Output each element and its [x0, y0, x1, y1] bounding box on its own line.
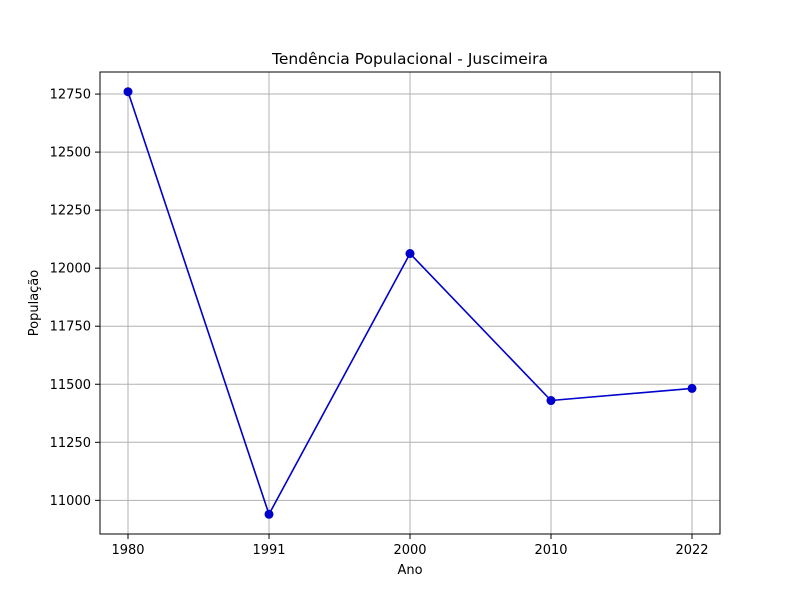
grid	[100, 72, 720, 534]
x-tick-label-2000: 2000	[393, 543, 426, 558]
data-point-2000	[405, 249, 415, 259]
x-tick-label-2022: 2022	[675, 543, 708, 558]
chart-title: Tendência Populacional - Juscimeira	[271, 50, 548, 68]
y-tick-label-11000: 11000	[50, 494, 91, 509]
y-tick-label-11500: 11500	[50, 378, 91, 393]
y-tick-label-12750: 12750	[50, 88, 91, 103]
data-point-1991	[264, 509, 274, 519]
data-point-2010	[546, 396, 556, 406]
y-tick-label-12000: 12000	[50, 262, 91, 277]
y-axis-title: População	[27, 270, 42, 337]
x-tick-label-1991: 1991	[252, 543, 285, 558]
y-axis: 11000 11250 11500 11750 12000 12250 12500 12750	[50, 88, 100, 509]
x-axis-title: Ano	[397, 563, 422, 578]
series-layer	[123, 87, 697, 519]
x-tick-label-2010: 2010	[534, 543, 567, 558]
x-tick-label-1980: 1980	[111, 543, 144, 558]
data-point-1980	[123, 87, 133, 97]
y-tick-label-11750: 11750	[50, 320, 91, 335]
data-point-2022	[687, 383, 697, 393]
y-tick-label-11250: 11250	[50, 436, 91, 451]
y-tick-label-12250: 12250	[50, 204, 91, 219]
x-axis: 1980 1991 2000 2010 2022	[111, 534, 709, 558]
y-tick-label-12500: 12500	[50, 146, 91, 161]
